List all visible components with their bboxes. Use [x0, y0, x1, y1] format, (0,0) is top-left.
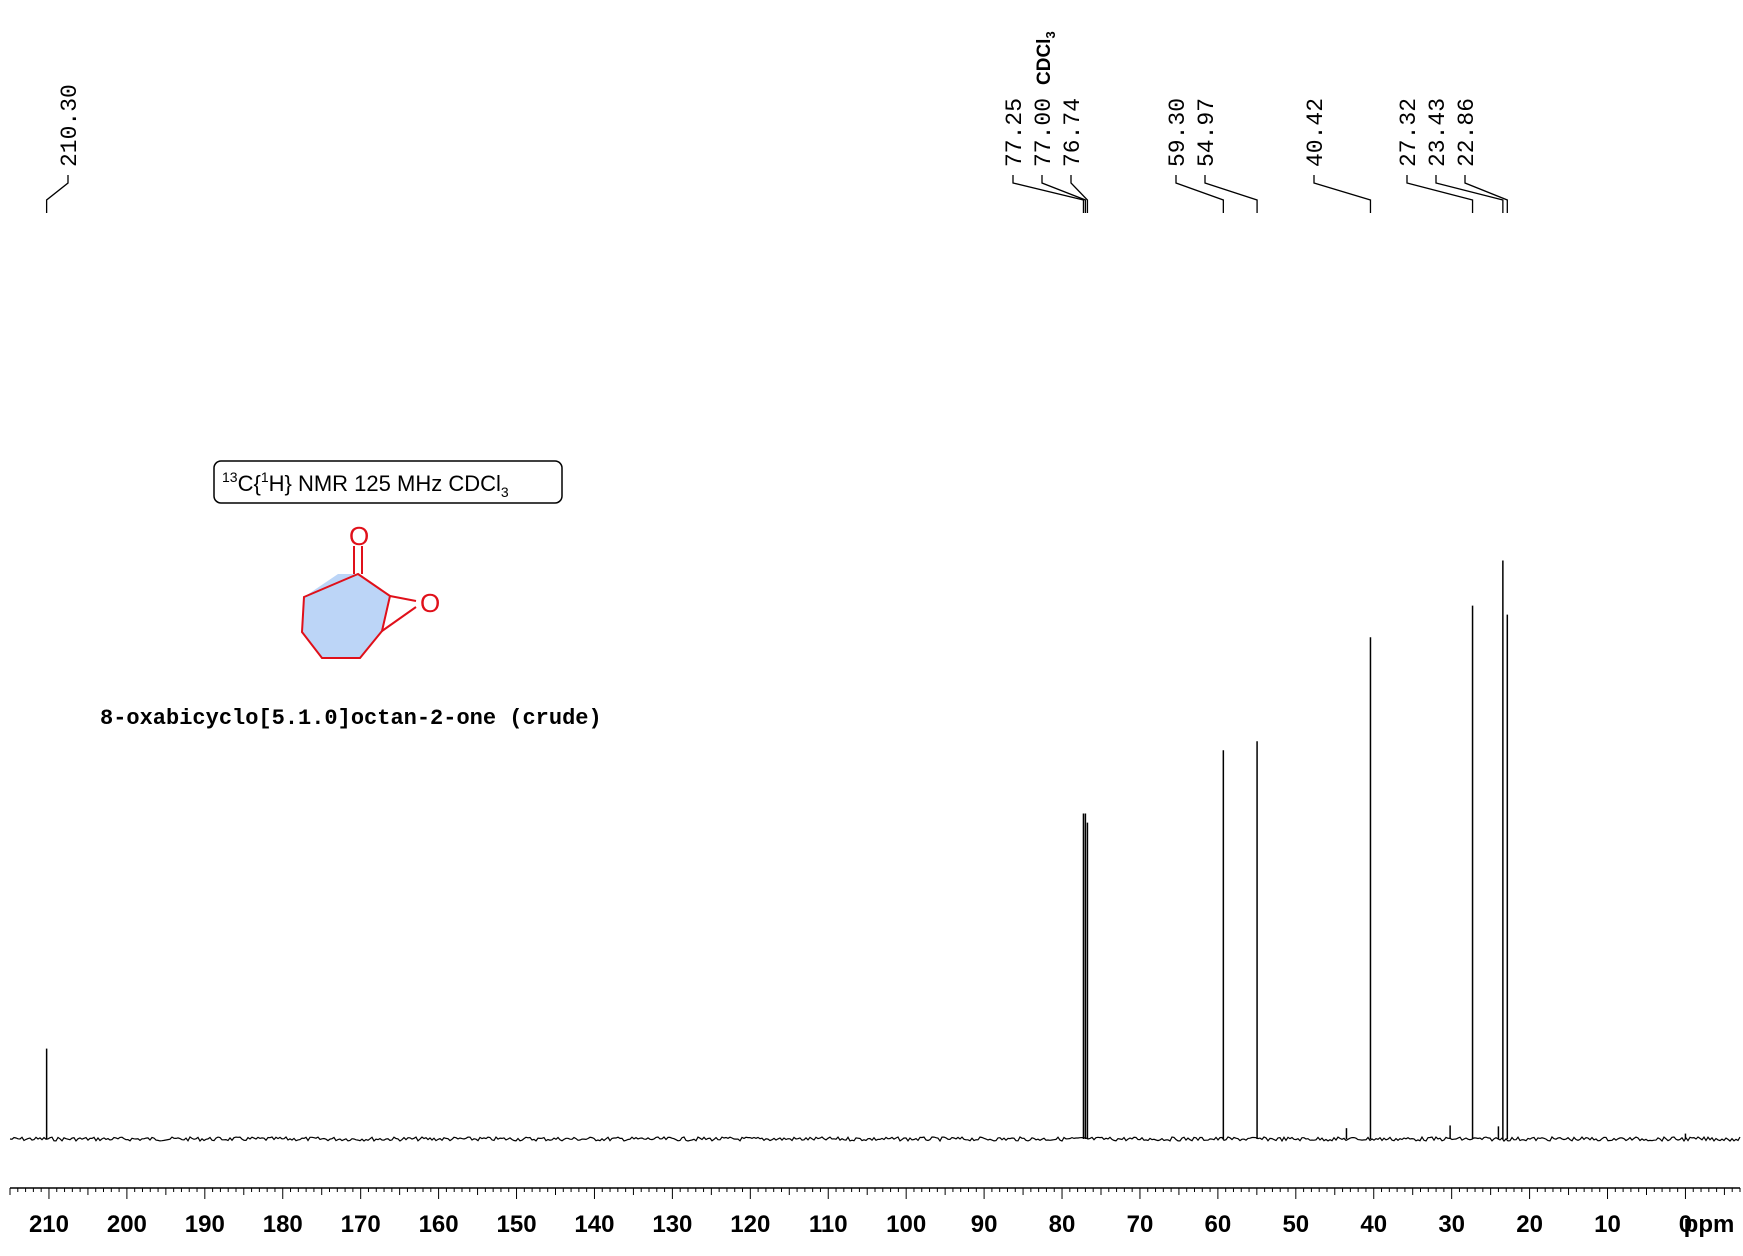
peak-label-connector [1406, 175, 1474, 213]
x-tick-label: 40 [1360, 1211, 1387, 1238]
peak-label-54.97: 54.97 [1194, 98, 1220, 167]
spectrum-trace [9, 560, 1741, 1143]
x-tick-label: 200 [107, 1211, 147, 1238]
peak-label-connector [1435, 175, 1504, 213]
nmr-conditions-text: 13C{1H} NMR 125 MHz CDCl3 [222, 469, 509, 500]
solvent-tag: CDCl3 [1034, 31, 1058, 85]
peak-label-connector [1204, 175, 1258, 213]
x-tick-label: 150 [497, 1211, 537, 1238]
x-tick-label: 140 [574, 1211, 614, 1238]
x-tick-label: 180 [263, 1211, 303, 1238]
nmr-conditions-box: 13C{1H} NMR 125 MHz CDCl3 [213, 460, 563, 504]
peak-label-connector [1464, 175, 1508, 213]
x-axis: 210 200 190 180 170 160 150 140 130 120 110 100 90 80… [9, 1187, 1741, 1238]
x-tick-label: 160 [419, 1211, 459, 1238]
x-tick-label: 210 [29, 1211, 69, 1238]
x-axis-title: ppm [1684, 1211, 1735, 1238]
peak-label-210.30: 210.30 [57, 84, 83, 167]
x-tick-label: 190 [185, 1211, 225, 1238]
compound-name: 8-oxabicyclo[5.1.0]octan-2-one (crude) [100, 706, 602, 731]
peak-label-connector [45, 175, 69, 213]
epoxide-oxygen-label: O [420, 588, 440, 618]
x-tick-label: 130 [652, 1211, 692, 1238]
x-tick-label: 80 [1049, 1211, 1076, 1238]
x-tick-label: 120 [730, 1211, 770, 1238]
peak-label-connector [1041, 175, 1087, 213]
x-tick-label: 30 [1438, 1211, 1465, 1238]
x-tick-label: 110 [809, 1211, 848, 1238]
x-tick-label: 60 [1205, 1211, 1232, 1238]
x-tick-label: 90 [971, 1211, 998, 1238]
peak-label-40.42: 40.42 [1303, 98, 1329, 167]
peak-label-23.43: 23.43 [1425, 98, 1451, 167]
peak-label-77.00: 77.00 [1031, 98, 1057, 167]
peak-label-connector [1070, 175, 1089, 213]
peak-label-77.25: 77.25 [1002, 98, 1028, 167]
peak-label-connector [1012, 175, 1085, 213]
peak-label-connector [1175, 175, 1224, 213]
peak-label-22.86: 22.86 [1454, 98, 1480, 167]
x-tick-label: 0 [1679, 1211, 1692, 1238]
peak-label-27.32: 27.32 [1396, 98, 1422, 167]
x-tick-label: 70 [1127, 1211, 1154, 1238]
peak-label-59.30: 59.30 [1165, 98, 1191, 167]
peak-label-connector [1313, 175, 1372, 213]
carbonyl-oxygen-label: O [349, 521, 369, 551]
peak-label-76.74: 76.74 [1060, 98, 1086, 167]
x-tick-label: 50 [1282, 1211, 1309, 1238]
baseline-noise [9, 1135, 1741, 1143]
x-tick-label: 100 [886, 1211, 926, 1238]
molecule-structure: O O [300, 521, 440, 659]
x-tick-label: 20 [1516, 1211, 1543, 1238]
x-tick-label: 10 [1594, 1211, 1621, 1238]
x-tick-label: 170 [341, 1211, 381, 1238]
